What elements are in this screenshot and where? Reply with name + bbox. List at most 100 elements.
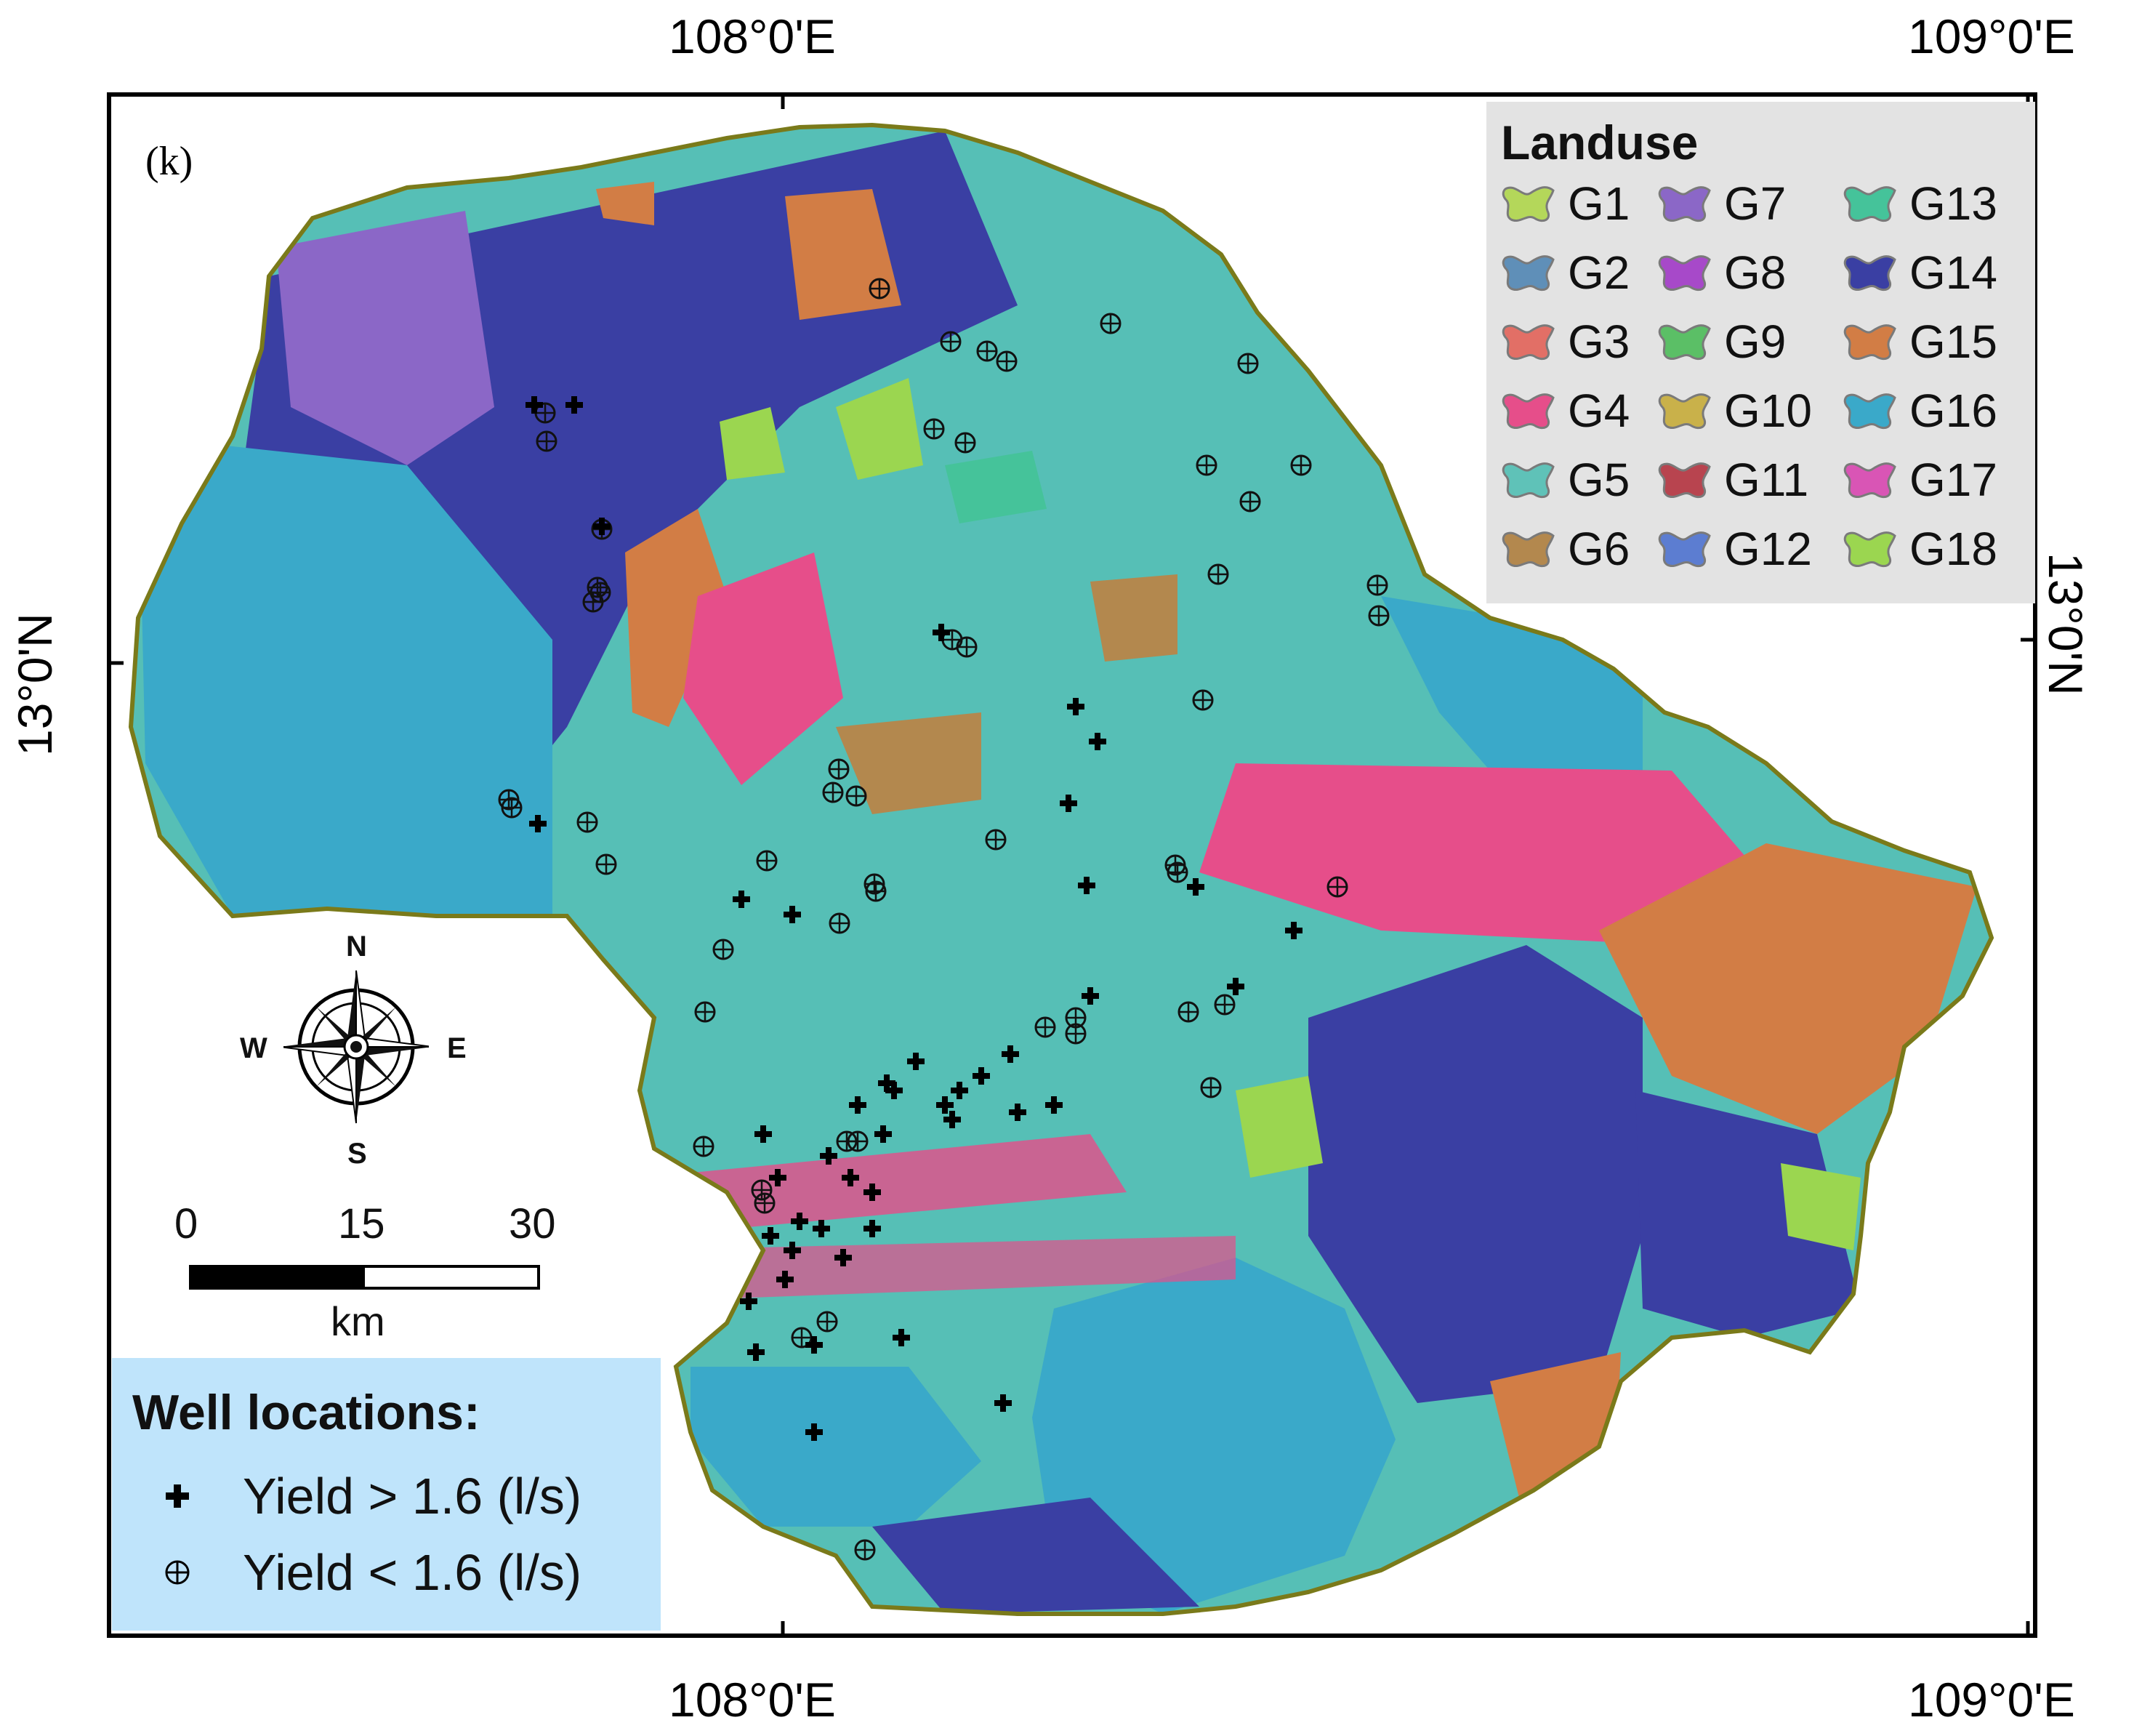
landuse-swatch-icon [1502,531,1555,568]
legend-label: G18 [1909,523,1997,575]
well-legend-title: Well locations: [132,1385,480,1440]
landuse-swatch-icon [1502,462,1555,499]
legend-item-g3: G3 [1501,313,1630,371]
landuse-legend-title: Landuse [1501,116,1699,169]
well-high-yield-marker [951,1082,968,1099]
well-low-yield-marker [816,1311,838,1333]
legend-label: G10 [1724,385,1812,437]
well-high-yield-marker [1078,877,1095,894]
landuse-swatch-icon [1658,186,1711,222]
scale-tick-15: 15 [338,1200,385,1247]
well-high-yield-marker [805,1423,823,1441]
well-low-yield-marker [1366,574,1388,596]
well-high-yield-marker [933,624,950,641]
well-high-yield-marker [805,1336,823,1354]
well-high-yield-marker [784,1242,801,1259]
well-low-yield-marker [865,880,887,902]
well-low-yield-marker [956,636,978,658]
well-low-yield-marker [828,758,850,780]
legend-item-g7: G7 [1657,174,1786,233]
well-low-yield-marker [954,432,976,454]
well-high-yield-marker [1002,1045,1019,1063]
legend-label: G4 [1568,385,1630,437]
well-high-yield-marker [849,1096,866,1114]
legend-label: G14 [1909,246,1997,299]
well-high-yield-marker [907,1053,925,1070]
low-yield-label: Yield < 1.6 (l/s) [243,1544,582,1601]
legend-item-g9: G9 [1657,313,1786,371]
well-low-yield-marker [1239,491,1261,513]
landuse-swatch-icon [1658,255,1711,292]
legend-label: G12 [1724,523,1812,575]
landuse-swatch-icon [1502,393,1555,430]
landuse-swatch-icon [1843,462,1896,499]
longitude-label-bottom-109: 109°0'E [1908,1673,2075,1727]
legend-label: G6 [1568,523,1630,575]
panel-label: (k) [145,139,193,184]
legend-item-g6: G6 [1501,520,1630,578]
well-high-yield-marker [1067,698,1084,715]
well-low-yield-marker [940,331,962,353]
well-low-yield-marker [1167,861,1188,883]
well-low-yield-marker [754,1192,776,1214]
well-high-yield-marker [1285,922,1303,939]
compass-rose: N S W E [240,931,467,1170]
scale-tick-0: 0 [174,1200,198,1247]
landuse-swatch-icon [1843,186,1896,222]
longitude-label-top-108: 108°0'E [669,9,836,63]
landuse-swatch-icon [1658,393,1711,430]
legend-item-g15: G15 [1843,313,1997,371]
well-low-yield-marker [836,1130,858,1152]
legend-label: G1 [1568,177,1630,230]
scale-bar: 0 15 30 km [160,1199,567,1344]
well-legend-high-yield: Yield > 1.6 (l/s) [163,1467,581,1525]
well-low-yield-marker [595,853,617,875]
plus-marker-icon [166,1484,189,1508]
well-high-yield-marker [863,1220,881,1237]
legend-item-g14: G14 [1843,244,1997,302]
well-low-yield-marker [1290,454,1312,476]
well-legend: Well locations: Yield > 1.6 (l/s) Yield … [112,1358,661,1631]
well-high-yield-marker [754,1125,772,1143]
legend-label: G7 [1724,177,1787,230]
well-low-yield-marker [1177,1001,1199,1023]
circle-plus-marker-icon [165,1560,190,1585]
well-low-yield-marker [822,781,844,803]
compass-west-label: W [240,1032,267,1064]
legend-item-g11: G11 [1657,451,1808,509]
legend-label: G5 [1568,454,1630,506]
legend-item-g16: G16 [1843,382,1997,440]
scale-bar-graphic [189,1265,540,1290]
well-low-yield-marker [1326,876,1348,898]
landuse-swatch-icon [1843,324,1896,361]
legend-item-g2: G2 [1501,244,1630,302]
well-markers [498,278,1390,1561]
landuse-swatch-icon [1843,255,1896,292]
landuse-swatch-icon [1502,324,1555,361]
scale-tick-30: 30 [509,1200,556,1247]
well-high-yield-marker [791,1213,808,1230]
landuse-swatch-icon [1658,531,1711,568]
scale-unit: km [331,1298,385,1344]
longitude-label-top-109: 109°0'E [1908,9,2075,63]
well-high-yield-marker [762,1227,779,1245]
well-high-yield-marker [776,1271,794,1288]
legend-item-g10: G10 [1657,382,1812,440]
well-low-yield-marker [1100,313,1122,334]
well-high-yield-marker [1060,795,1077,812]
legend-label: G11 [1724,454,1809,506]
well-low-yield-marker [587,576,608,598]
well-high-yield-marker [834,1249,852,1266]
high-yield-label: Yield > 1.6 (l/s) [243,1468,582,1524]
well-high-yield-marker [820,1147,837,1165]
well-low-yield-marker [1034,1016,1056,1038]
well-low-yield-marker [976,340,998,362]
well-low-yield-marker [869,278,890,300]
compass-east-label: E [447,1032,467,1064]
well-high-yield-marker [936,1096,954,1114]
well-high-yield-marker [973,1067,990,1085]
well-low-yield-marker [923,418,945,440]
legend-label: G8 [1724,246,1787,299]
well-high-yield-marker [863,1184,881,1201]
well-low-yield-marker [1368,605,1390,627]
